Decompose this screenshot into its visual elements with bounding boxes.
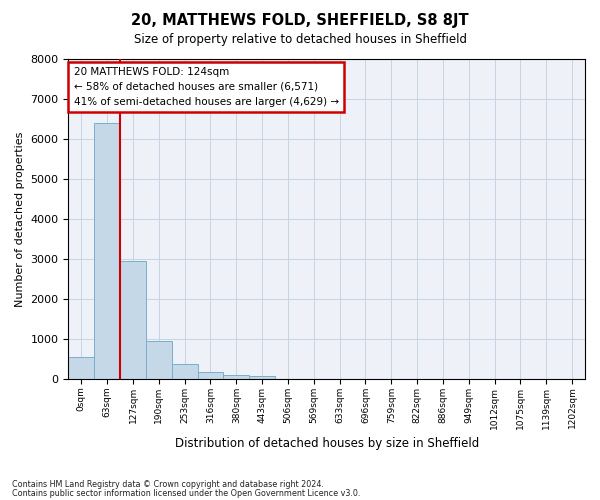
Bar: [249, 376, 275, 379]
Bar: [172, 364, 197, 379]
Bar: [223, 374, 249, 379]
Y-axis label: Number of detached properties: Number of detached properties: [15, 132, 25, 306]
Bar: [120, 261, 146, 379]
Text: Contains public sector information licensed under the Open Government Licence v3: Contains public sector information licen…: [12, 489, 361, 498]
Bar: [146, 340, 172, 379]
Bar: [197, 372, 223, 379]
Text: Contains HM Land Registry data © Crown copyright and database right 2024.: Contains HM Land Registry data © Crown c…: [12, 480, 324, 489]
Text: Size of property relative to detached houses in Sheffield: Size of property relative to detached ho…: [133, 32, 467, 46]
Bar: [68, 356, 94, 379]
Bar: [94, 123, 120, 379]
X-axis label: Distribution of detached houses by size in Sheffield: Distribution of detached houses by size …: [175, 437, 479, 450]
Text: 20, MATTHEWS FOLD, SHEFFIELD, S8 8JT: 20, MATTHEWS FOLD, SHEFFIELD, S8 8JT: [131, 12, 469, 28]
Text: 20 MATTHEWS FOLD: 124sqm
← 58% of detached houses are smaller (6,571)
41% of sem: 20 MATTHEWS FOLD: 124sqm ← 58% of detach…: [74, 67, 338, 106]
